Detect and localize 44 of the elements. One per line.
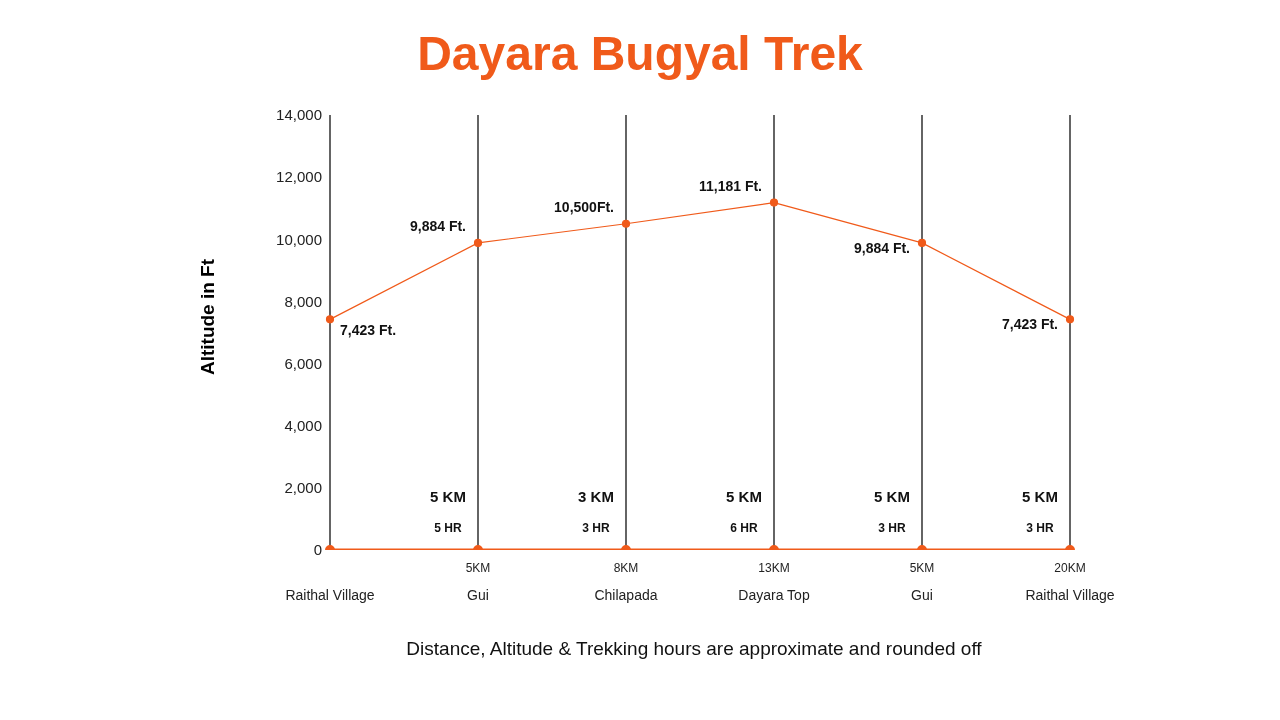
x-tick-label: Dayara Top [738, 587, 810, 603]
annotation: 3 HR [878, 521, 906, 535]
text: 8KM [613, 561, 639, 575]
y-tick-label: 0 [313, 541, 322, 559]
x-tick-label: Gui [467, 587, 489, 603]
text: 20KM [1054, 561, 1086, 575]
data-label: 10,500Ft. [554, 198, 614, 215]
point [473, 238, 483, 247]
data-label: 7,423 Ft. [340, 322, 397, 339]
y-tick-label: 10,000 [276, 230, 322, 248]
annotation: 3 KM [578, 488, 614, 505]
point [325, 315, 335, 324]
x-tick-label: Raithal Village [285, 587, 375, 603]
data-label: 7,423 Ft. [1001, 316, 1058, 333]
text: 13KM [758, 561, 790, 575]
annotation: 3 HR [1026, 521, 1054, 535]
data-label: 9,884 Ft. [853, 239, 910, 256]
y-tick-label: 14,000 [276, 106, 322, 124]
y-tick-label: 12,000 [276, 168, 322, 186]
y-tick-label: 4,000 [284, 417, 322, 435]
y-tick-label: 8,000 [284, 292, 322, 310]
text: 5KM [909, 561, 935, 575]
text: 5KM [465, 561, 491, 575]
point [917, 238, 927, 247]
data-label: 11,181 Ft. [698, 177, 762, 194]
point [621, 219, 631, 228]
annotation: 3 HR [582, 521, 610, 535]
annotation: 5 KM [726, 488, 762, 505]
x-tick-label: Raithal Village [1025, 587, 1115, 603]
data-label: 9,884 Ft. [409, 217, 466, 234]
y-tick-label: 6,000 [284, 354, 322, 372]
point [769, 198, 779, 207]
text: Distance, Altitude & Trekking hours are approximate and rounded off [406, 638, 983, 659]
y-axis-title: Altitude in Ft [197, 258, 219, 376]
point [1065, 315, 1075, 324]
x-tick-label: Chilapada [594, 587, 658, 603]
chart-title: Dayara Bugyal Trek [416, 26, 864, 81]
annotation: 6 HR [730, 521, 758, 535]
annotation: 5 KM [874, 488, 910, 505]
x-tick-label: Gui [911, 587, 933, 603]
annotation: 5 KM [430, 488, 466, 505]
annotation: 5 KM [1022, 488, 1058, 505]
y-tick-label: 2,000 [284, 479, 322, 497]
annotation: 5 HR [434, 521, 462, 535]
